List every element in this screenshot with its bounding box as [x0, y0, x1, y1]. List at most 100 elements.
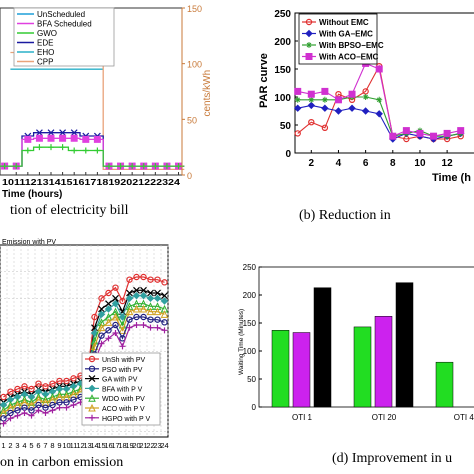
marker-c-0-1 [7, 388, 14, 395]
marker-b-0-1 [308, 118, 315, 126]
legend-marker-b-0 [305, 18, 313, 26]
xtick-label-d-1: OTI 20 [372, 413, 397, 422]
marker-c-1-13 [91, 324, 98, 332]
xtick-label-c-7: 8 [50, 441, 54, 450]
legend-label-c-3: BFA with P V [102, 386, 143, 393]
marker-a-4-5 [47, 134, 55, 142]
marker-b-1-6 [375, 110, 383, 118]
marker-a-5-4 [36, 144, 43, 151]
xtick-labels-a: 101112131415161718192021222324 [2, 177, 180, 187]
xtick-label-c-19: 20 [132, 441, 140, 450]
marker-c-0-8 [56, 377, 63, 385]
marker-c-2-20 [139, 291, 148, 300]
marker-b-3-3 [334, 96, 342, 104]
marker-a-5-13 [140, 163, 147, 170]
marker-b-3-11 [443, 129, 451, 137]
marker-a-3-4 [35, 129, 43, 137]
caption-b: (b) Reduction in [299, 208, 391, 223]
marker-a-5-8 [82, 147, 89, 154]
caption-a: tion of electricity bill [10, 203, 129, 218]
ytick-label-d-1: 50 [247, 375, 256, 384]
caption-c: on in carbon emission [0, 455, 124, 470]
marker-c-2-13 [90, 329, 99, 337]
marker-c-5-20 [140, 313, 147, 321]
chart-waiting-time: 0 50 100 150 200 250 Waiting Time (Minutes) OTI… [238, 263, 474, 422]
marker-c-1-18 [126, 289, 133, 297]
marker-c-5-15 [105, 327, 112, 334]
ylabel-b: PAR curve [258, 53, 270, 108]
marker-c-5-16 [112, 321, 119, 329]
bar-d-0-2 [313, 287, 332, 408]
marker-c-6-5 [35, 407, 42, 414]
marker-a-5-12 [129, 163, 136, 170]
marker-c-0-2 [14, 385, 21, 393]
bar-d-0-0 [271, 330, 290, 408]
legend-label-a-2: GWO [37, 29, 57, 38]
bar-d-1-0 [353, 326, 372, 408]
ytick-label-right-a-3: 150 [187, 4, 202, 14]
marker-c-0-17 [119, 297, 126, 305]
marker-a-4-7 [70, 134, 78, 142]
marker-c-0-19 [133, 273, 140, 281]
marker-c-5-18 [126, 316, 133, 323]
ytick-label-b-2: 100 [274, 93, 291, 104]
marker-b-3-10 [430, 132, 438, 140]
marker-c-0-18 [126, 276, 133, 283]
xtick-label-b-1: 4 [336, 158, 342, 169]
legend-marker-c-1 [88, 365, 96, 372]
marker-c-2-23 [160, 297, 169, 305]
legend-label-b-1: With GA−EMC [319, 30, 373, 39]
legend-marker-c-5 [88, 403, 96, 412]
marker-c-5-14 [98, 332, 105, 339]
marker-c-6-8 [56, 404, 63, 411]
marker-c-0-6 [42, 383, 49, 390]
marker-c-3-0 [0, 406, 8, 414]
marker-c-2-21 [146, 294, 155, 303]
marker-c-0-13 [91, 313, 98, 321]
xtick-label-c-11: 12 [76, 441, 84, 450]
legend-marker-b-2 [306, 42, 312, 48]
marker-c-2-15 [104, 305, 113, 313]
legend-marker-c-2 [88, 375, 96, 383]
marker-a-5-1 [1, 163, 8, 170]
xtick-label-c-4: 5 [29, 441, 33, 450]
marker-c-6-18 [126, 324, 133, 331]
marker-c-0-7 [49, 380, 56, 387]
marker-c-1-15 [105, 300, 112, 308]
marker-c-0-15 [105, 289, 112, 297]
xtick-label-d-0: OTI 1 [292, 413, 313, 422]
bar-d-1-2 [395, 282, 414, 408]
legend-marker-c-0 [88, 355, 96, 363]
marker-b-3-4 [348, 90, 356, 98]
marker-c-6-23 [161, 327, 168, 334]
marker-a-3-6 [59, 129, 67, 137]
ytick-label-right-a-2: 100 [187, 60, 202, 70]
xtick-label-c-12: 13 [83, 441, 91, 450]
marker-c-1-23 [161, 292, 168, 300]
marker-c-4-16 [111, 312, 120, 321]
panel-a: 0 50 100 150 cents/kWh 1011121314151617181920… [0, 0, 237, 237]
marker-b-1-4 [348, 104, 356, 112]
marker-c-6-17 [119, 343, 126, 350]
marker-c-1-20 [140, 286, 147, 294]
marker-c-0-23 [161, 279, 168, 286]
marker-c-2-16 [111, 299, 120, 308]
marker-b-2-1 [308, 96, 315, 103]
marker-c-1-16 [112, 294, 119, 302]
legend-label-b-2: With BPSO−EMC [319, 41, 384, 50]
ytick-label-b-0: 0 [285, 149, 291, 160]
marker-c-2-22 [153, 294, 162, 303]
marker-b-2-5 [362, 94, 369, 100]
legend-marker-c-6 [89, 414, 95, 421]
legend-label-a-5: CPP [37, 58, 53, 67]
legend-label-c-4: WDO with PV [102, 396, 145, 403]
xtick-label-b-4: 10 [414, 158, 426, 169]
marker-a-4-8 [82, 135, 90, 143]
marker-c-1-19 [133, 286, 140, 294]
ytick-label-d-3: 150 [243, 319, 257, 328]
marker-a-5-6 [59, 144, 66, 151]
marker-a-4-4 [35, 134, 43, 142]
xtick-label-c-9: 10 [62, 441, 70, 450]
xlabel-b: Time (h [432, 172, 471, 184]
marker-c-2-18 [125, 294, 134, 303]
